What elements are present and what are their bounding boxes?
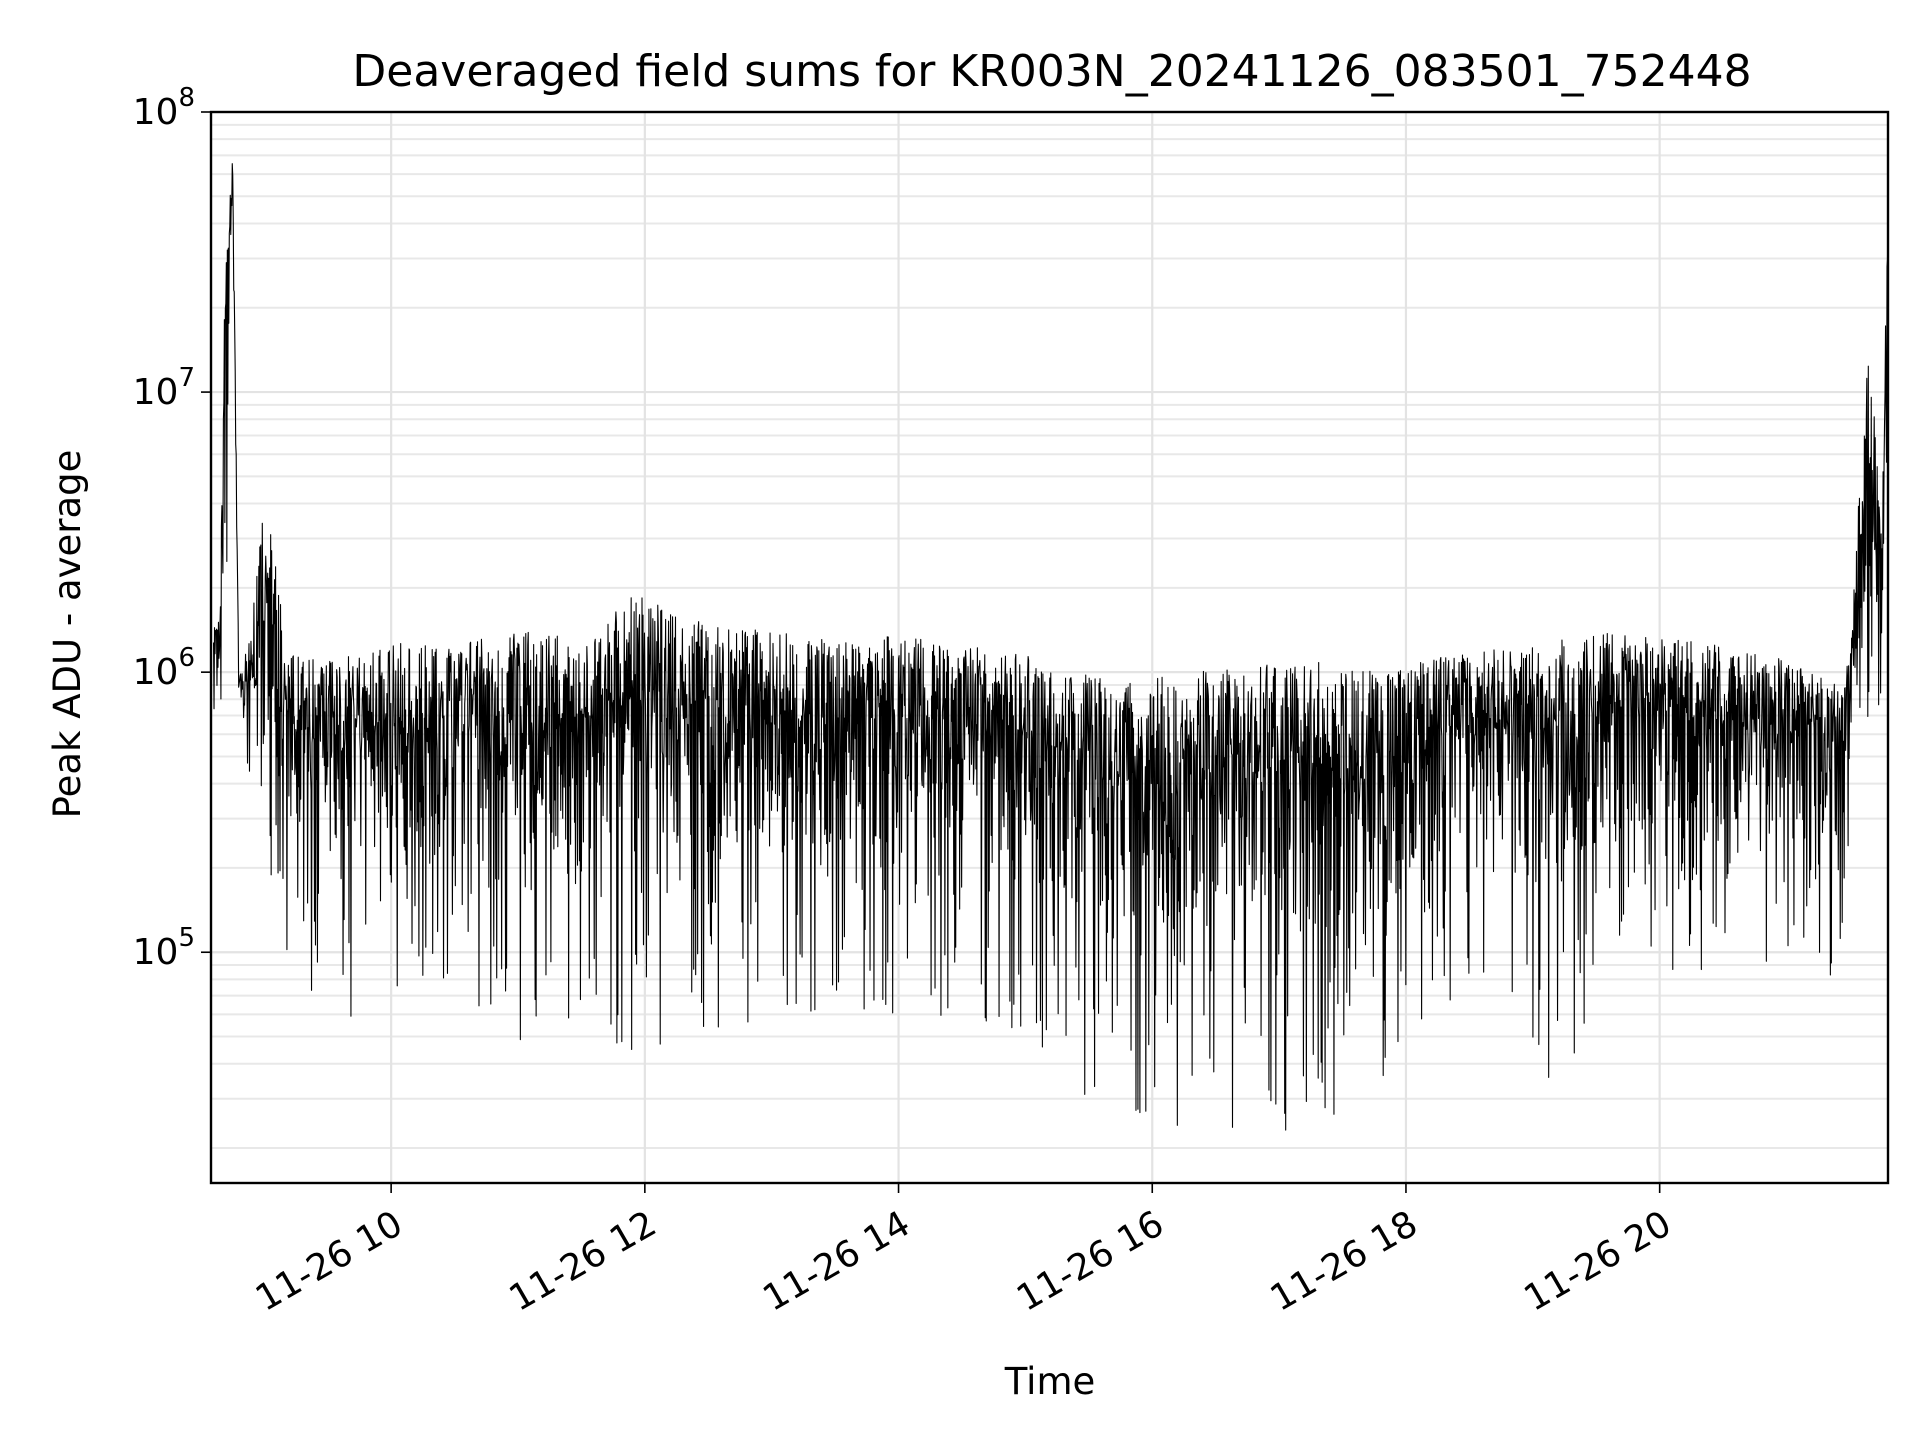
x-axis-label: Time [1004, 1360, 1096, 1403]
chart-title: Deaveraged field sums for KR003N_2024112… [352, 46, 1751, 97]
x-tick-label: 11-26 10 [249, 1203, 410, 1319]
y-tick-label: 106 [133, 643, 195, 693]
y-tick-label: 108 [133, 83, 195, 133]
y-axis-ticks: 105 106 107 108 [133, 83, 211, 973]
x-tick-label: 11-26 20 [1517, 1203, 1678, 1319]
y-tick-label: 105 [133, 923, 195, 973]
x-tick-label: 11-26 18 [1264, 1203, 1425, 1319]
plot-frame [209, 110, 1890, 1185]
grid [211, 110, 1888, 1183]
x-tick-label: 11-26 16 [1010, 1203, 1171, 1319]
x-tick-label: 11-26 12 [503, 1203, 664, 1319]
y-tick-label: 107 [133, 363, 195, 413]
series-line [212, 163, 1889, 1131]
x-tick-label: 11-26 14 [756, 1203, 917, 1319]
x-axis-ticks: 11-26 10 11-26 12 11-26 14 11-26 16 11-26 18… [249, 1183, 1678, 1320]
y-axis-label: Peak ADU - average [46, 450, 89, 819]
